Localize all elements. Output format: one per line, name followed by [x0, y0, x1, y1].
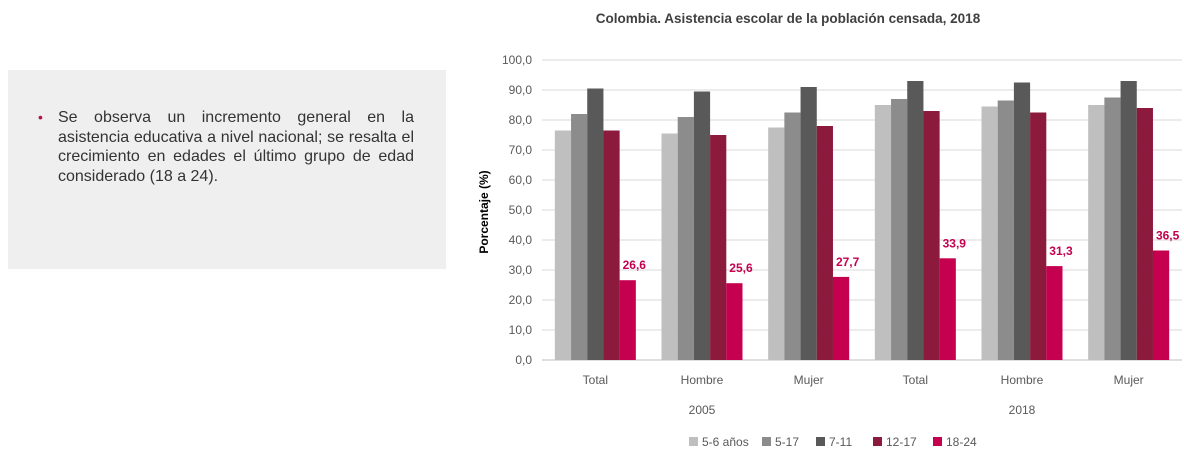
- y-tick-label: 50,0: [509, 203, 533, 217]
- bar: [587, 88, 604, 360]
- data-label: 36,5: [1156, 229, 1180, 243]
- bars: [554, 81, 1170, 360]
- bar: [816, 126, 833, 360]
- bar: [997, 100, 1014, 360]
- y-tick-label: 10,0: [509, 323, 533, 337]
- note-list: • Se observa un incremento general en la…: [38, 108, 414, 186]
- bar: [1046, 266, 1063, 360]
- bar: [1120, 81, 1137, 360]
- y-tick-label: 60,0: [509, 173, 533, 187]
- bar: [619, 280, 636, 360]
- bar: [907, 81, 924, 360]
- x-tick-label: Hombre: [681, 373, 724, 387]
- bar: [661, 133, 678, 360]
- data-label: 31,3: [1049, 244, 1073, 258]
- x-tick-label: Total: [903, 373, 928, 387]
- legend-label: 7-11: [829, 435, 852, 449]
- y-tick-label: 20,0: [509, 293, 533, 307]
- bar: [1136, 108, 1153, 360]
- legend-label: 5-17: [775, 435, 799, 449]
- y-tick-label: 30,0: [509, 263, 533, 277]
- y-tick-label: 40,0: [509, 233, 533, 247]
- bar: [571, 114, 588, 360]
- y-axis-label: Porcentaje (%): [477, 170, 491, 253]
- x-group-label: 2005: [689, 403, 716, 417]
- legend: 5-6 años 5-17 7-11 12-17 18-24: [689, 435, 977, 449]
- data-labels: 26,6 25,6 27,7 33,9 31,3 36,5: [623, 229, 1180, 276]
- bar: [981, 106, 998, 360]
- data-label: 33,9: [943, 236, 967, 250]
- y-axis-ticks: 0,0 10,0 20,0 30,0 40,0 50,0 60,0 70,0 80,0 90,0 1…: [502, 53, 532, 367]
- bar: [1104, 97, 1121, 360]
- y-tick-label: 70,0: [509, 143, 533, 157]
- bar: [693, 91, 711, 360]
- x-tick-label: Total: [583, 373, 608, 387]
- bar: [768, 127, 785, 360]
- legend-swatch: [933, 437, 942, 446]
- note-item: • Se observa un incremento general en la…: [38, 108, 414, 186]
- bullet-icon: •: [38, 109, 43, 125]
- x-group-label: 2018: [1009, 403, 1036, 417]
- y-tick-label: 100,0: [502, 53, 532, 67]
- y-tick-label: 80,0: [509, 113, 533, 127]
- chart-title: Colombia. Asistencia escolar de la pobla…: [596, 11, 981, 26]
- bar-chart: Colombia. Asistencia escolar de la pobla…: [477, 11, 1182, 449]
- legend-swatch: [873, 437, 882, 446]
- bar: [891, 99, 908, 360]
- x-tick-label: Hombre: [1001, 373, 1044, 387]
- bar: [800, 87, 817, 360]
- bar: [554, 130, 572, 360]
- y-tick-label: 90,0: [509, 83, 533, 97]
- bar: [832, 276, 850, 360]
- gridlines: [542, 59, 1182, 361]
- note-box: • Se observa un incremento general en la…: [8, 70, 446, 269]
- legend-label: 12-17: [886, 435, 917, 449]
- bar: [603, 130, 620, 360]
- bar: [1013, 82, 1031, 360]
- bar: [874, 105, 892, 360]
- y-tick-label: 0,0: [515, 353, 532, 367]
- bar: [1152, 250, 1170, 360]
- bar: [677, 117, 694, 360]
- bar: [784, 112, 801, 360]
- legend-swatch: [816, 437, 825, 446]
- bar: [710, 135, 727, 360]
- bar: [726, 283, 743, 360]
- x-axis-groups: 2005 2018: [689, 403, 1036, 417]
- bar: [1088, 105, 1105, 360]
- data-label: 25,6: [729, 261, 753, 275]
- data-label: 26,6: [623, 258, 647, 272]
- bar: [939, 258, 956, 360]
- x-tick-label: Mujer: [794, 373, 824, 387]
- bar: [1030, 112, 1047, 360]
- chart-container: Colombia. Asistencia escolar de la pobla…: [468, 0, 1184, 451]
- note-text: Se observa un incremento general en la a…: [58, 109, 414, 185]
- x-axis-ticks: Total Hombre Mujer Total Hombre Mujer: [583, 373, 1144, 387]
- legend-label: 18-24: [946, 435, 977, 449]
- data-label: 27,7: [836, 255, 860, 269]
- x-tick-label: Mujer: [1114, 373, 1144, 387]
- legend-label: 5-6 años: [702, 435, 749, 449]
- legend-swatch: [762, 437, 771, 446]
- bar: [923, 111, 940, 360]
- legend-swatch: [689, 437, 698, 446]
